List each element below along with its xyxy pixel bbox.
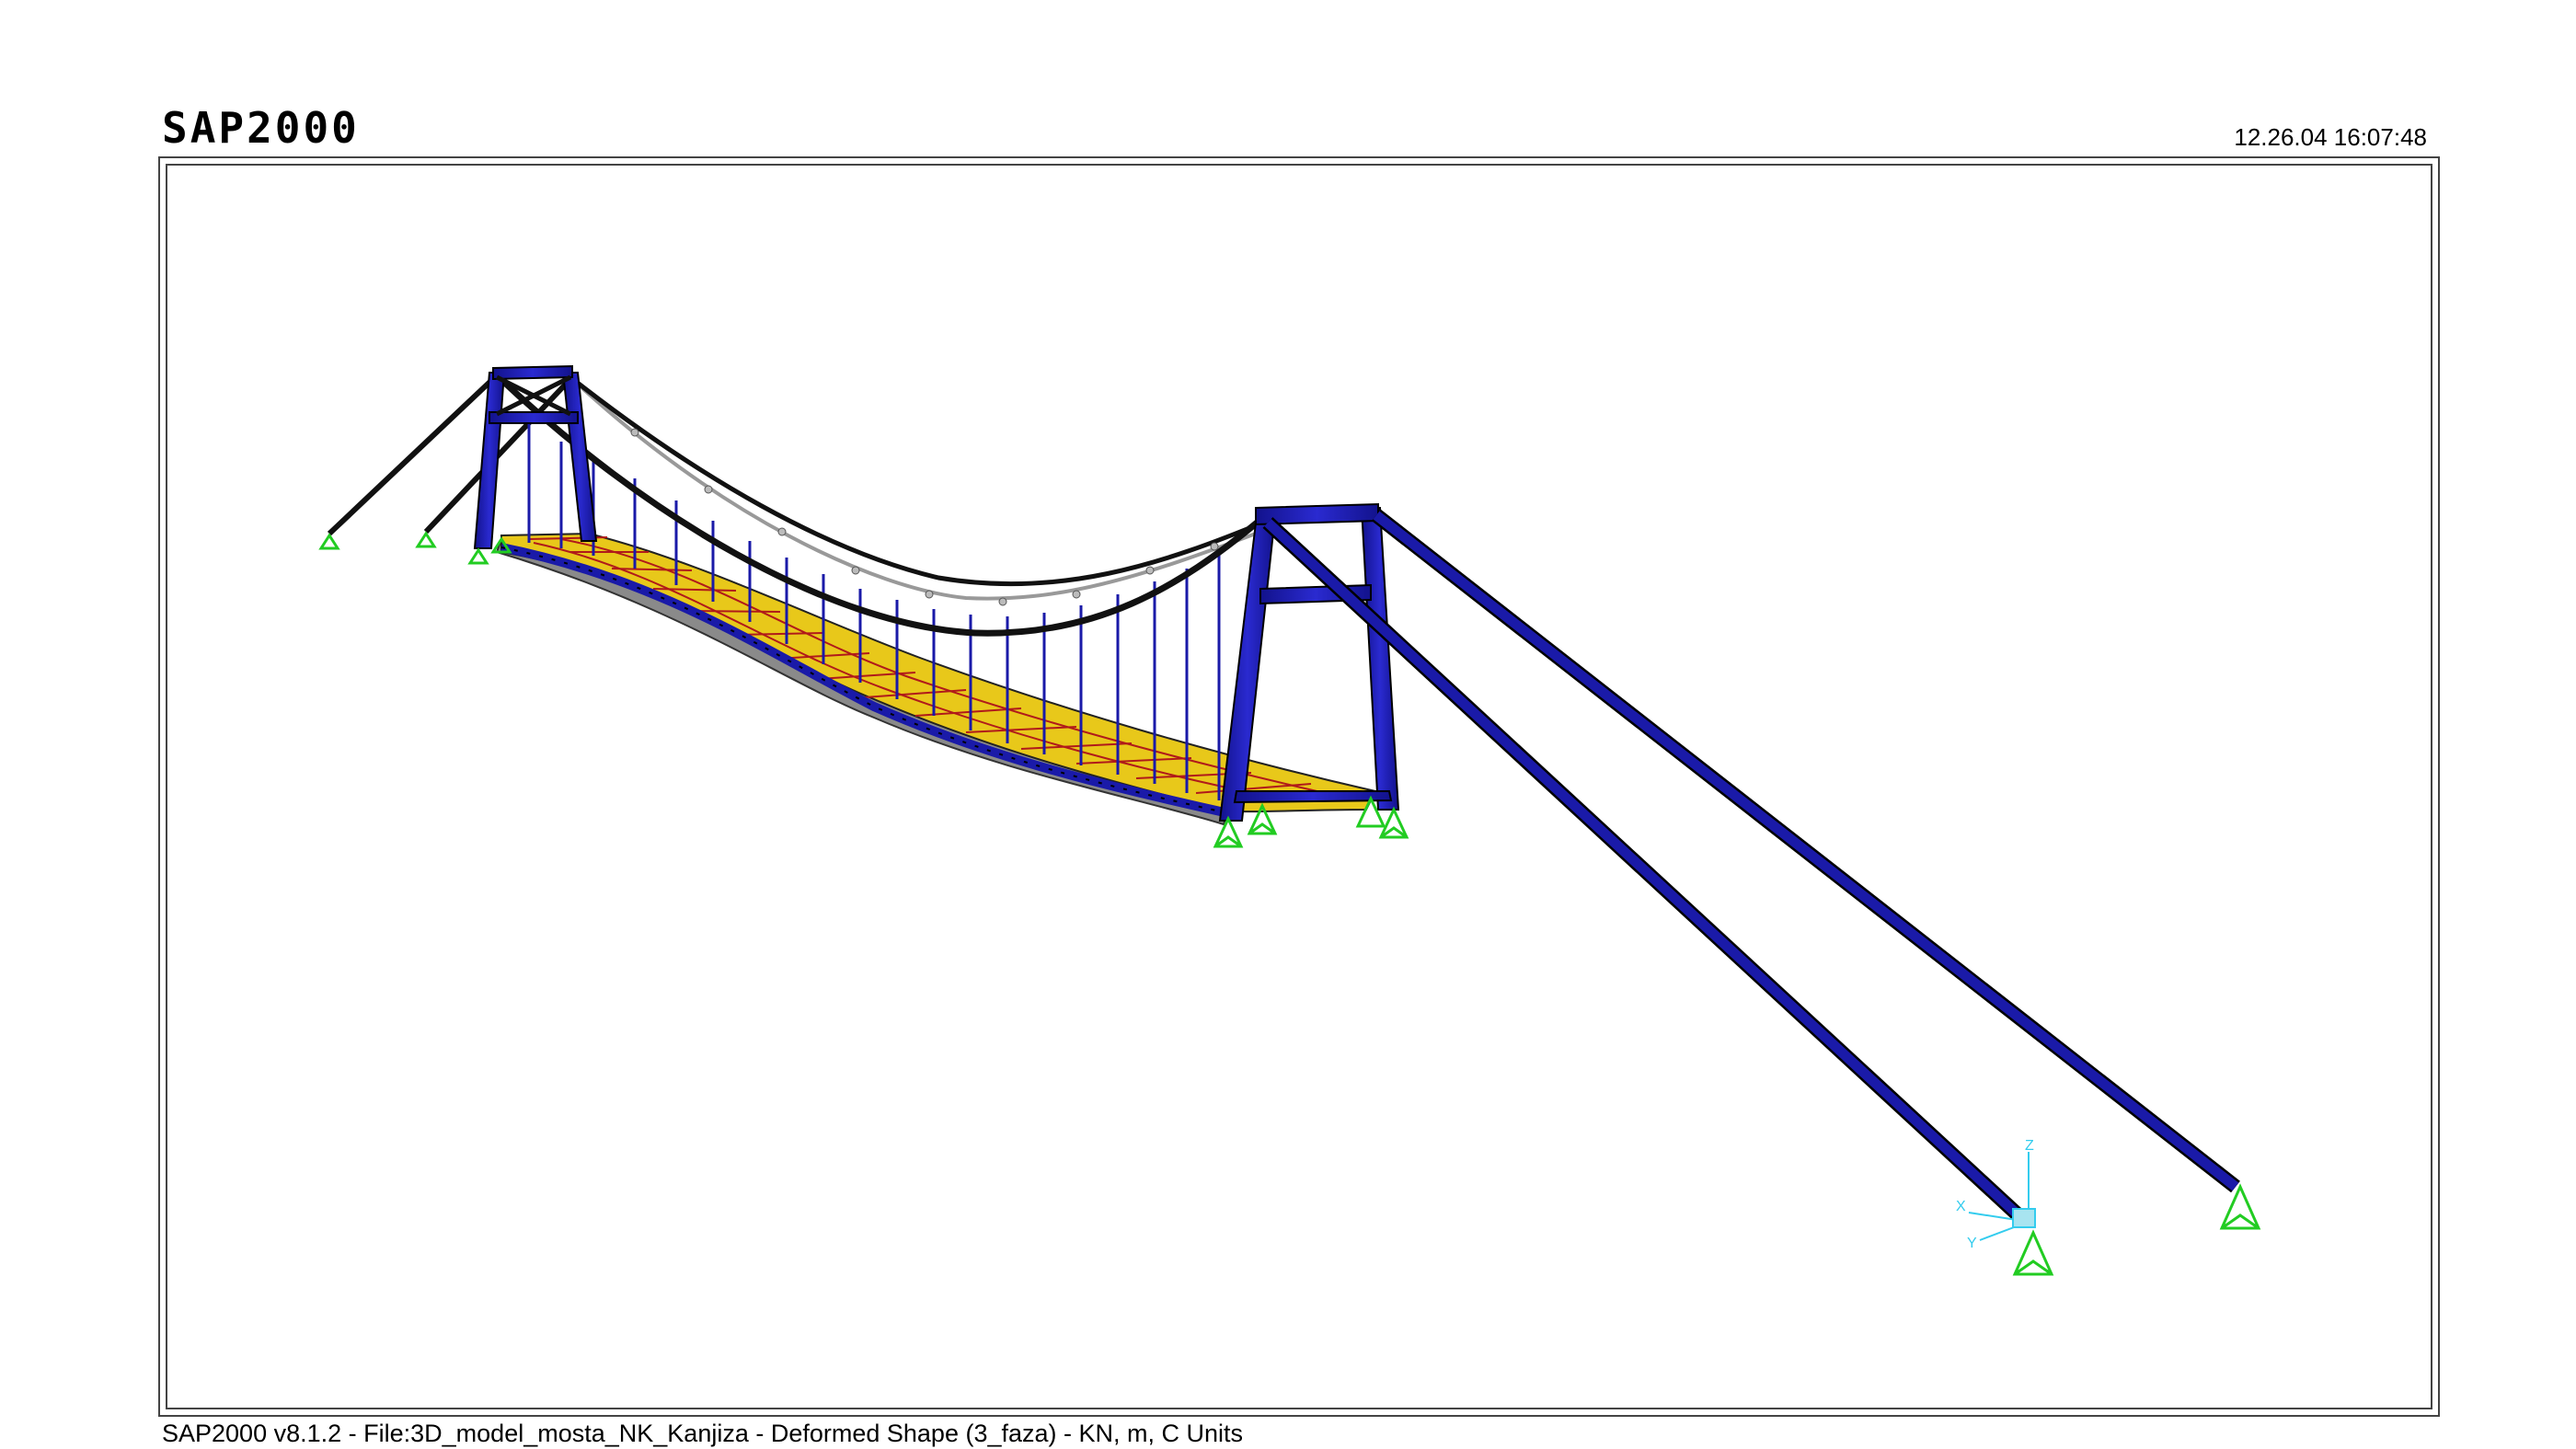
- left-backstays: [327, 373, 573, 536]
- front-main-cable: [494, 373, 1271, 637]
- status-line: SAP2000 v8.1.2 - File:3D_model_mosta_NK_…: [162, 1420, 1244, 1447]
- model-viewport[interactable]: [158, 156, 2440, 1417]
- axes-triad: [1968, 1152, 2036, 1241]
- axis-label-z: Z: [2025, 1138, 2034, 1154]
- timestamp: 12.26.04 16:07:48: [2234, 123, 2427, 151]
- supports: [318, 531, 2261, 1276]
- right-backstays: [1262, 509, 2240, 1222]
- left-tower: [473, 364, 598, 549]
- left-tower-bracing: [495, 374, 572, 417]
- cable-nodes: [630, 428, 1219, 606]
- hangers: [527, 423, 1221, 800]
- rear-main-cable: [569, 375, 1261, 601]
- axis-label-x: X: [1956, 1199, 1966, 1214]
- viewport-frame: [166, 164, 2432, 1409]
- axis-label-y: Y: [1967, 1236, 1977, 1251]
- app-title: SAP2000: [162, 103, 360, 153]
